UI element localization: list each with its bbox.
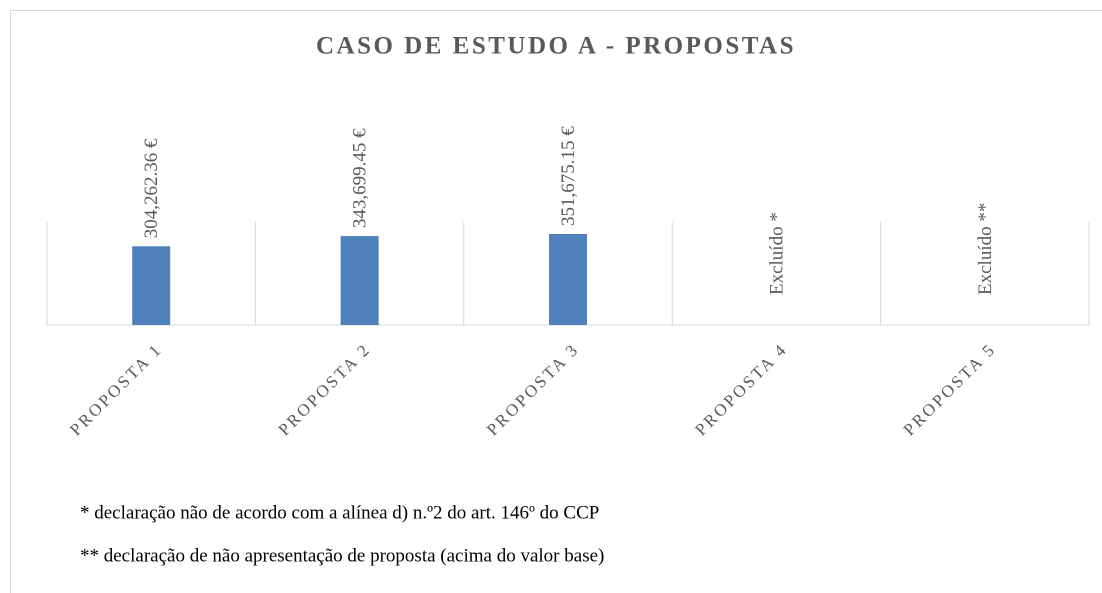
footnote: ** declaração de não apresentação de pro… [80,545,604,566]
chart-border [10,10,1102,593]
x-tick-label: PROPOSTA 2 [274,339,374,439]
data-label: 304,262.36 € [141,138,162,238]
bar [132,246,171,325]
data-label: 351,675.15 € [558,126,579,226]
footnote: * declaração não de acordo com a alínea … [80,502,599,523]
chart-title: CASO DE ESTUDO A - PROPOSTAS [316,33,796,60]
x-tick-label: PROPOSTA 1 [66,339,166,439]
x-tick-label: PROPOSTA 5 [900,339,1000,439]
x-tick-label: PROPOSTA 3 [483,339,583,439]
bar [549,234,587,325]
data-label: Excluído ** [975,203,996,295]
x-tick-label: PROPOSTA 4 [691,339,791,439]
bar [340,236,379,325]
data-label: Excluído * [766,212,787,295]
data-label: 343,699.45 € [350,128,371,228]
